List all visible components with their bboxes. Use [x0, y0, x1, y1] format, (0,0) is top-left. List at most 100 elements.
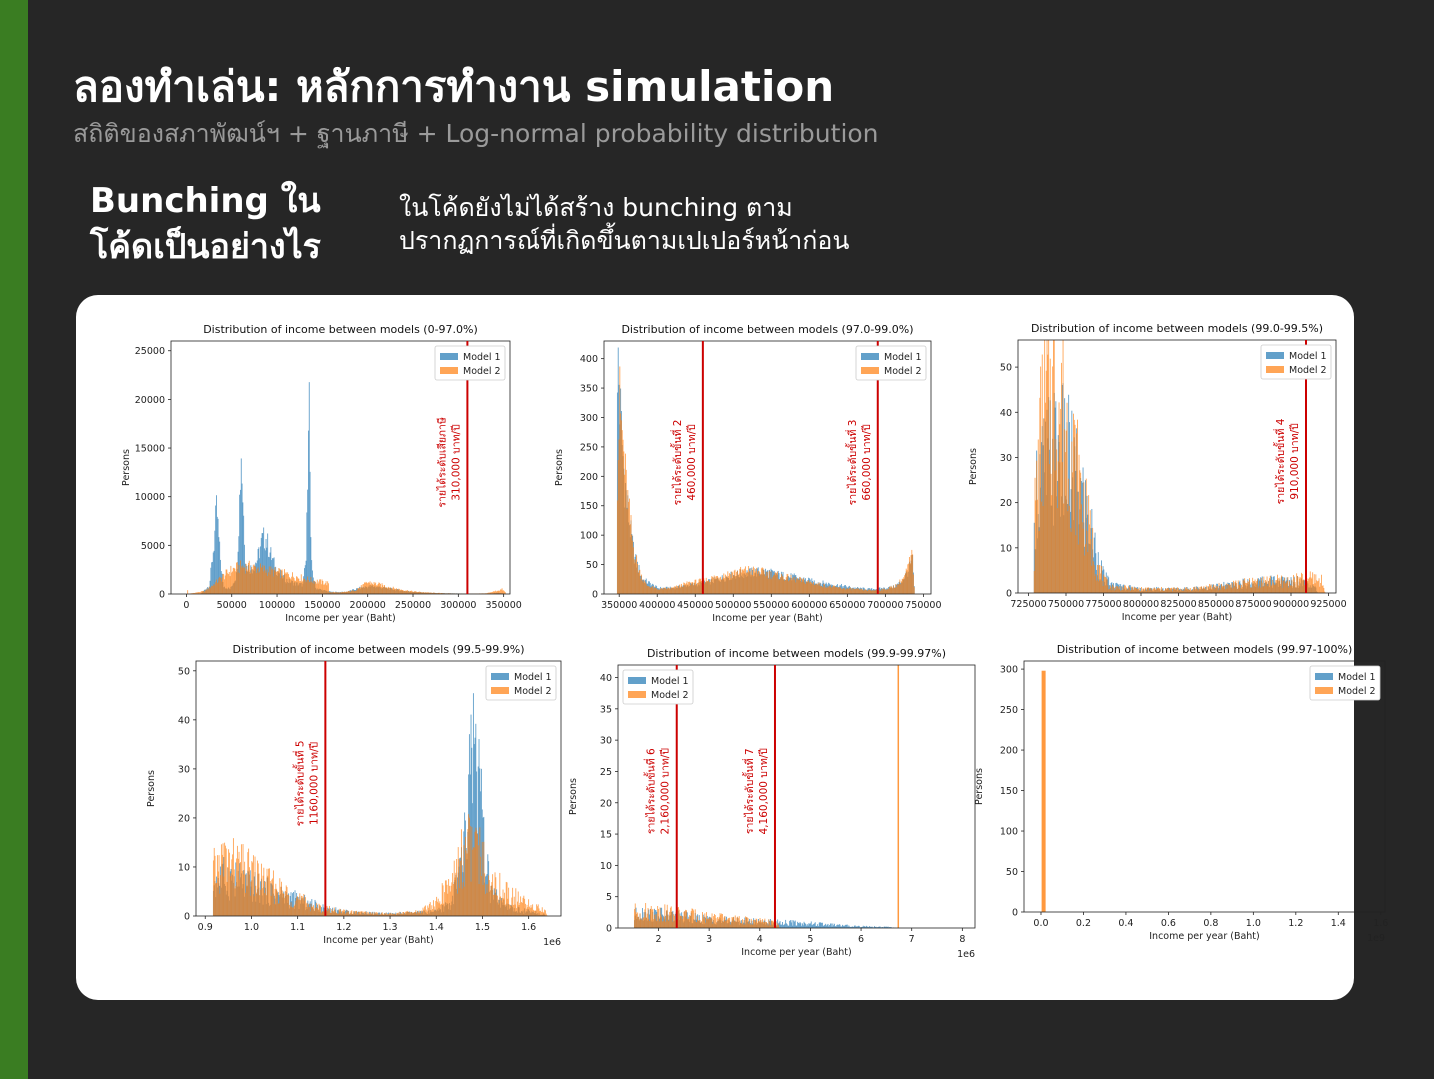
histogram-bar: [1177, 587, 1178, 593]
histogram-bar: [752, 574, 754, 594]
legend-entry: Model 1: [884, 352, 922, 363]
histogram-bar: [813, 923, 815, 928]
histogram-bar: [817, 924, 819, 928]
histogram-bar: [752, 924, 754, 928]
histogram-bar: [819, 922, 821, 928]
histogram-bar: [216, 495, 217, 594]
y-axis-label: Persons: [568, 778, 579, 815]
histogram-bar: [857, 588, 859, 594]
histogram-bar: [332, 910, 334, 916]
histogram-bar: [474, 831, 476, 916]
histogram-bar: [736, 917, 738, 928]
histogram-bar: [1073, 413, 1074, 593]
threshold-label: รายได้ระดับขั้นที่ 6 2,160,000 บาท/ปี: [644, 748, 672, 835]
histogram-bar: [1258, 586, 1260, 593]
series-model-2: [187, 560, 506, 594]
histogram-bar: [679, 915, 681, 928]
histogram-bar: [406, 911, 408, 916]
histogram-bar: [1074, 424, 1076, 593]
histogram-bar: [1209, 583, 1210, 593]
histogram-bar: [706, 581, 708, 594]
histogram-bar: [843, 926, 845, 928]
histogram-bar: [1120, 584, 1122, 593]
histogram-bar: [851, 590, 853, 594]
histogram-bar: [1188, 589, 1190, 593]
histogram-bar: [1240, 587, 1242, 593]
histogram-bar: [1053, 340, 1055, 593]
histogram-bar: [652, 586, 654, 594]
histogram-bar: [516, 908, 518, 916]
histogram-bar: [858, 588, 860, 594]
histogram-bar: [616, 392, 618, 594]
histogram-bar: [764, 574, 766, 594]
histogram-bar: [804, 922, 806, 928]
histogram-bar: [235, 571, 237, 594]
histogram-bar: [396, 913, 398, 916]
histogram-bar: [249, 870, 251, 916]
histogram-bar: [797, 921, 799, 928]
x-tick-label: 450000: [677, 600, 713, 611]
histogram-bar: [805, 925, 807, 928]
histogram-bar: [316, 907, 318, 916]
x-tick-label: 250000: [395, 600, 431, 611]
histogram-bar: [288, 576, 290, 594]
chart-svg-99-5-99-9: Distribution of income between models (9…: [146, 643, 562, 948]
legend-entry: Model 2: [884, 366, 922, 377]
histogram-bar: [830, 923, 832, 928]
histogram-bar: [796, 578, 798, 594]
histogram-bar: [678, 909, 680, 928]
legend-entry: Model 2: [1338, 686, 1376, 697]
histogram-bar: [693, 582, 695, 594]
histogram-bar: [1201, 589, 1203, 593]
histogram-bar: [467, 829, 469, 916]
histogram-bar: [769, 921, 771, 928]
histogram-bar: [757, 571, 759, 594]
histogram-bar: [747, 571, 749, 594]
histogram-bar: [441, 592, 443, 594]
x-tick-label: 50000: [217, 600, 247, 611]
x-tick-label: 1.6: [1373, 918, 1388, 929]
histogram-bar: [1038, 531, 1040, 593]
histogram-bar: [804, 584, 806, 594]
histogram-bar: [863, 926, 865, 928]
y-tick-label: 250: [580, 442, 598, 453]
histogram-bar: [664, 587, 666, 594]
histogram-bar: [386, 914, 388, 916]
histogram-bar: [855, 588, 857, 594]
histogram-bar: [1077, 419, 1078, 593]
histogram-bar: [445, 880, 447, 916]
histogram-bar: [1044, 340, 1046, 593]
histogram-bar: [1212, 587, 1214, 593]
histogram-bar: [878, 926, 880, 928]
histogram-bar: [213, 583, 215, 594]
histogram-bar: [412, 912, 414, 916]
histogram-bar: [352, 590, 353, 594]
threshold-label-line2: 4,160,000 บาท/ปี: [757, 748, 770, 835]
histogram-bar: [1078, 454, 1080, 593]
histogram-bar: [363, 584, 365, 594]
histogram-bar: [330, 912, 332, 916]
histogram-bar: [1049, 358, 1051, 593]
histogram-bar: [1165, 589, 1167, 593]
histogram-bar: [255, 566, 257, 594]
histogram-bar: [273, 903, 275, 916]
histogram-bar: [1102, 586, 1104, 593]
histogram-bar: [673, 915, 675, 928]
histogram-bar: [622, 439, 624, 594]
histogram-bar: [729, 924, 731, 928]
histogram-bar: [363, 911, 365, 916]
histogram-bar: [370, 912, 372, 916]
histogram-bar: [314, 899, 316, 916]
histogram-bar: [329, 908, 331, 916]
histogram-bar: [343, 909, 345, 916]
histogram-bar: [1133, 587, 1135, 593]
histogram-bar: [619, 366, 621, 594]
histogram-bar: [765, 921, 767, 928]
histogram-bar: [891, 586, 893, 594]
histogram-bar: [731, 917, 733, 928]
histogram-bar: [1191, 591, 1193, 593]
histogram-bar: [856, 588, 858, 594]
histogram-bar: [336, 592, 337, 594]
histogram-bar: [816, 925, 818, 928]
histogram-bar: [387, 913, 389, 916]
